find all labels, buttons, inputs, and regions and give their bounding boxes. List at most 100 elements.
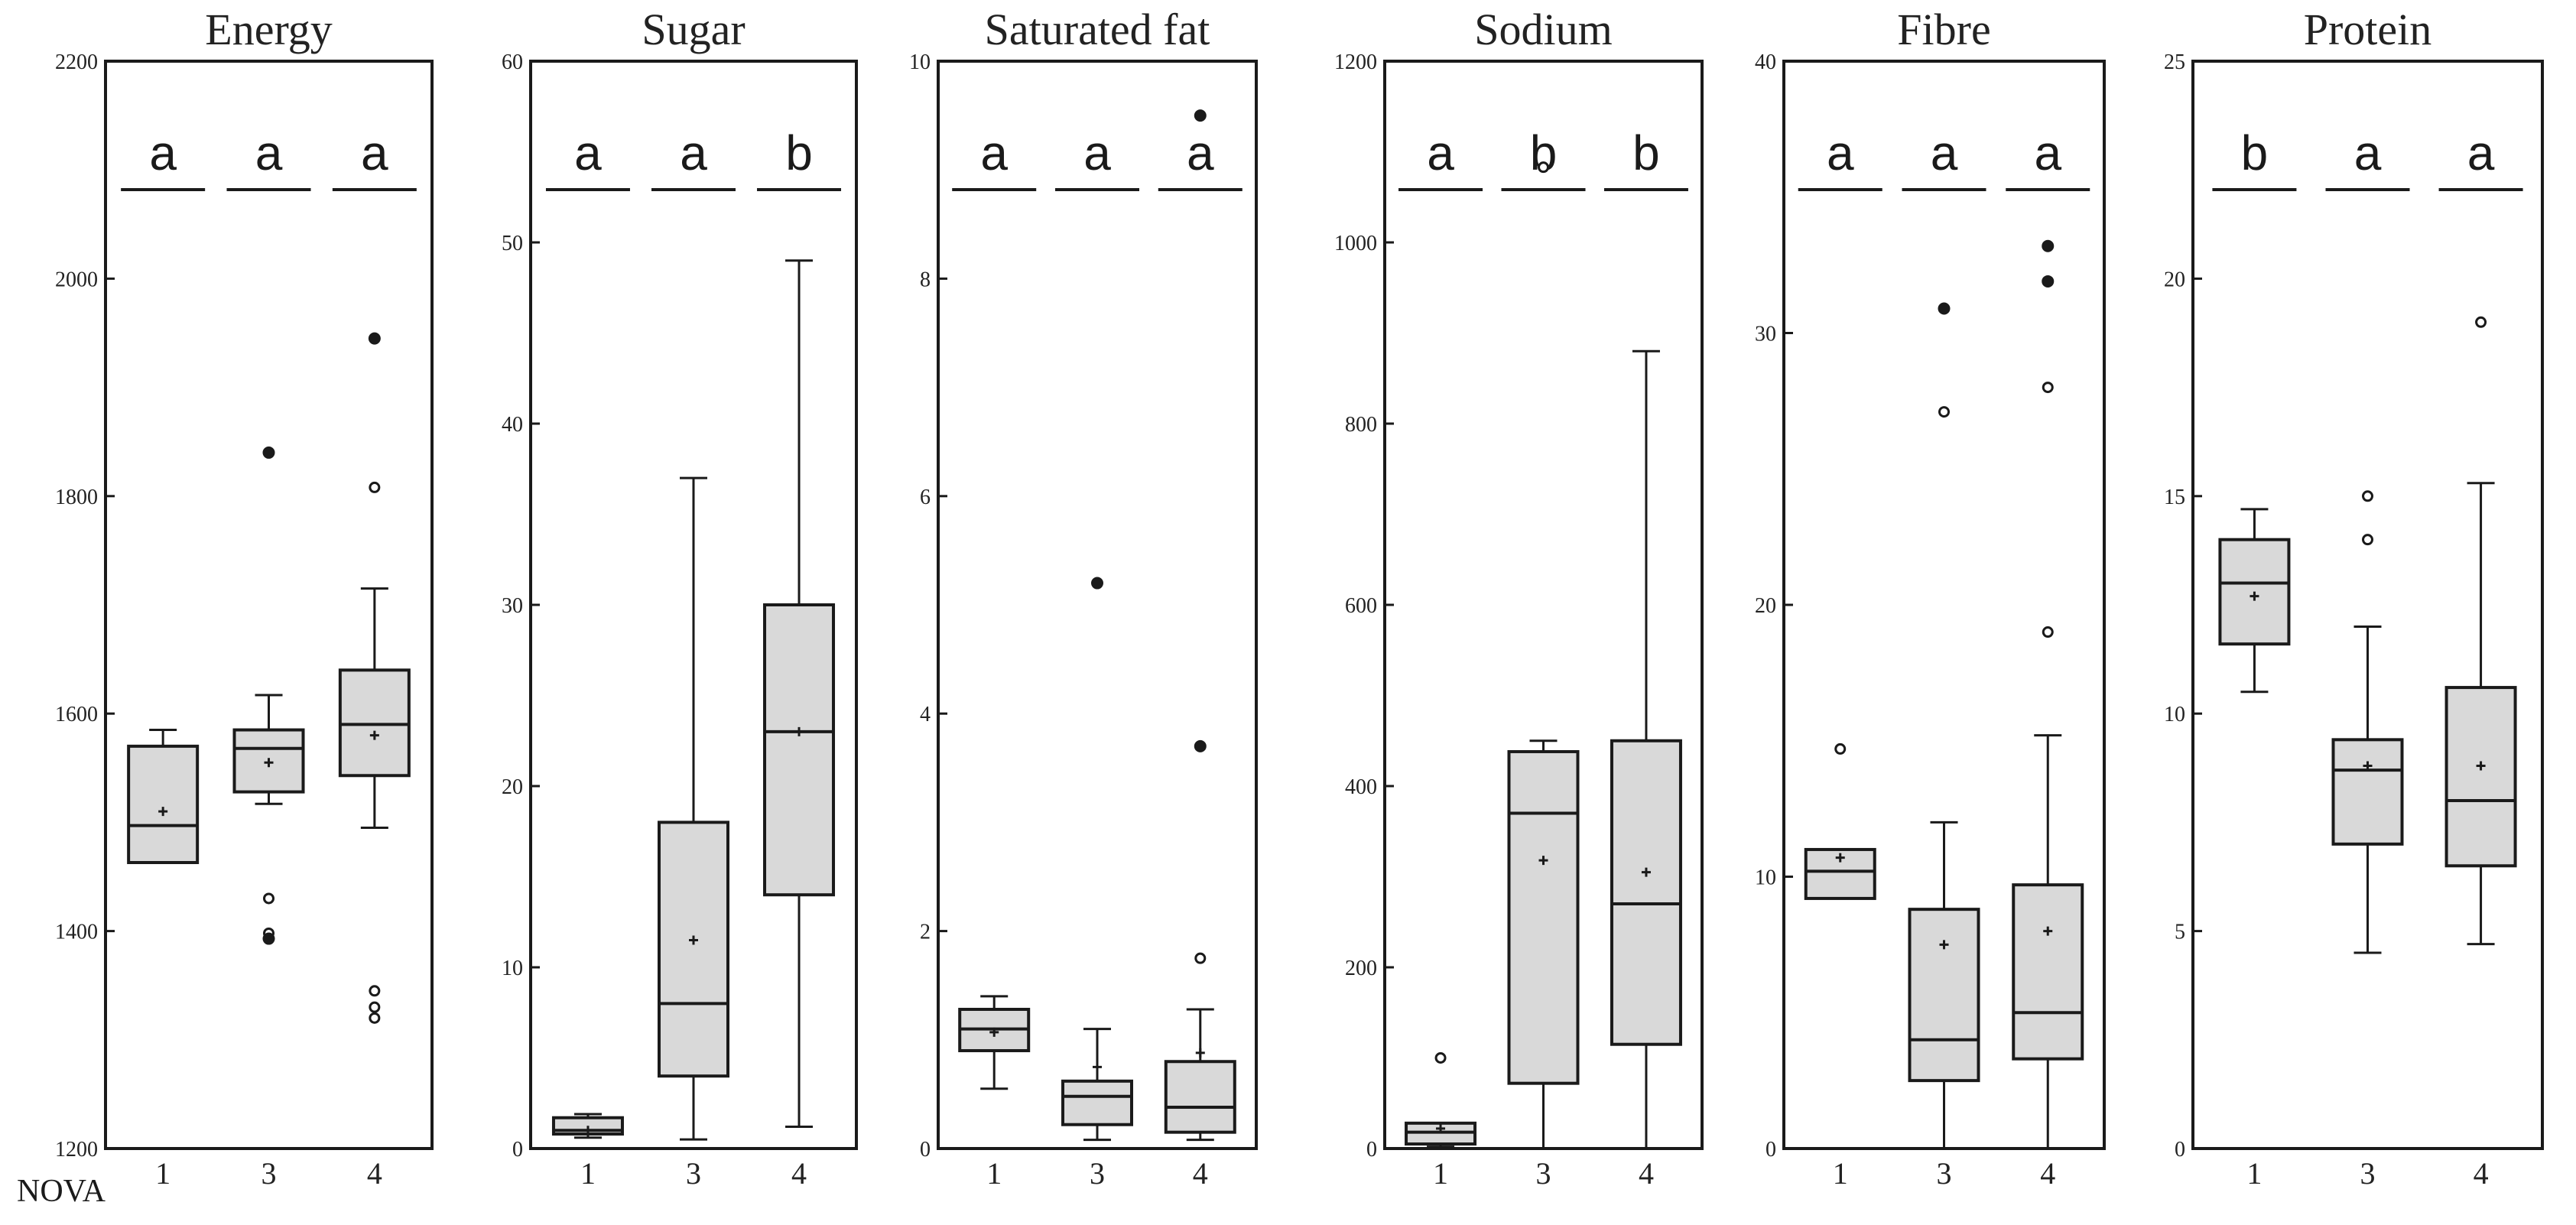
panel-sugar-xtick-label: 3 [686, 1156, 701, 1191]
panel-sugar-significance-letter: b [785, 125, 813, 180]
panel-sodium-ytick-label: 200 [1345, 957, 1377, 980]
panel-saturated-fat-mean-marker [1195, 1048, 1205, 1058]
panel-saturated-fat-outlier-extreme [1194, 739, 1207, 752]
panel-sugar-ytick-label: 0 [512, 1138, 523, 1162]
panel-saturated-fat-ytick-label: 4 [920, 703, 931, 726]
panel-protein-ytick-label: 0 [2175, 1138, 2185, 1162]
panel-saturated-fat-mean-marker [989, 1027, 999, 1037]
panel-saturated-fat-title: Saturated fat [985, 5, 1210, 54]
panel-energy-ytick-label: 1400 [55, 921, 98, 944]
panel-fibre-ytick-label: 40 [1755, 50, 1776, 74]
panel-fibre-outlier-open [1938, 406, 1950, 418]
panel-sodium-box [1610, 739, 1682, 1046]
panel-sugar-ytick-label: 40 [502, 413, 523, 437]
panel-sodium-xtick-label: 1 [1433, 1156, 1448, 1191]
panel-fibre-mean-marker [2043, 926, 2053, 936]
panel-sugar-mean-marker [794, 726, 804, 736]
panel-fibre-outlier-extreme [2042, 275, 2055, 288]
panel-sodium-outlier-open [1434, 1052, 1447, 1064]
panel-energy-ytick-label: 2200 [55, 50, 98, 74]
panel-saturated-fat-outlier-open [1194, 952, 1207, 964]
panel-energy-xtick-label: 4 [367, 1156, 382, 1191]
panel-saturated-fat-frame [937, 60, 1258, 1150]
panel-energy-significance-letter: a [361, 125, 388, 180]
panel-energy-frame [104, 60, 434, 1150]
panel-sugar-ytick-label: 50 [502, 232, 523, 255]
panel-energy-mean-marker [264, 758, 274, 768]
panel-energy-ytick-label: 2000 [55, 268, 98, 291]
panel-sodium-significance-letter: a [1427, 125, 1454, 180]
panel-fibre-mean-marker [1939, 940, 1949, 950]
panel-sodium-mean-marker [1641, 867, 1651, 877]
panel-energy-outlier-open [369, 985, 381, 997]
panel-energy-box [338, 668, 411, 778]
panel-fibre-outlier-open [2042, 382, 2054, 394]
panel-sodium-xtick-label: 3 [1536, 1156, 1551, 1191]
panel-saturated-fat-xtick-label: 3 [1090, 1156, 1105, 1191]
panel-sugar-box [763, 603, 836, 897]
panel-energy-significance-letter: a [255, 125, 283, 180]
panel-sugar-xtick-label: 4 [791, 1156, 807, 1191]
panel-energy-ytick-label: 1200 [55, 1138, 98, 1162]
panel-saturated-fat-ytick-label: 8 [920, 268, 931, 291]
panel-sodium-xtick-label: 4 [1639, 1156, 1654, 1191]
panel-fibre-ytick-label: 10 [1755, 866, 1776, 890]
panel-sugar-xtick-label: 1 [580, 1156, 596, 1191]
panel-sugar-mean-marker [583, 1126, 593, 1136]
panel-protein-title: Protein [2304, 5, 2432, 54]
panel-energy-outlier-extreme [262, 932, 275, 945]
panel-sugar-ytick-label: 10 [502, 957, 523, 980]
panel-protein-ytick-label: 25 [2164, 50, 2185, 74]
panel-energy-xtick-label: 3 [261, 1156, 277, 1191]
panel-sodium-ytick-label: 800 [1345, 413, 1377, 437]
panel-fibre-outlier-extreme [2042, 239, 2055, 252]
panel-protein-mean-marker [2250, 591, 2259, 601]
panel-energy-xtick-label: 1 [155, 1156, 171, 1191]
panel-fibre-title: Fibre [1897, 5, 1990, 54]
panel-fibre-xtick-label: 1 [1833, 1156, 1848, 1191]
panel-protein-outlier-open [2362, 534, 2373, 546]
panel-sodium-outlier-open [1538, 161, 1549, 174]
panel-protein-ytick-label: 15 [2164, 486, 2185, 509]
panel-sodium-box [1507, 749, 1580, 1085]
panel-protein-box [2331, 738, 2404, 846]
panel-sugar-title: Sugar [642, 5, 745, 54]
panel-sodium-mean-marker [1436, 1123, 1446, 1133]
panel-sodium-significance-letter: b [1632, 125, 1660, 180]
panel-fibre-significance-letter: a [2034, 125, 2061, 180]
panel-sodium-title: Sodium [1474, 5, 1613, 54]
panel-protein-xtick-label: 1 [2246, 1156, 2262, 1191]
panel-energy-title: Energy [205, 5, 332, 54]
panel-energy-outlier-extreme [368, 332, 381, 345]
panel-protein-xtick-label: 4 [2474, 1156, 2489, 1191]
panel-sodium-ytick-label: 0 [1366, 1138, 1377, 1162]
panel-protein-mean-marker [2363, 761, 2373, 771]
panel-sodium-ytick-label: 600 [1345, 594, 1377, 618]
panel-sugar-ytick-label: 60 [502, 50, 523, 74]
panel-energy-outlier-open [369, 1001, 381, 1013]
panel-energy-outlier-open [369, 1012, 381, 1024]
panel-sugar-ytick-label: 20 [502, 775, 523, 799]
panel-fibre-outlier-extreme [1938, 302, 1951, 315]
panel-saturated-fat-xtick-label: 4 [1193, 1156, 1208, 1191]
panel-saturated-fat-ytick-label: 10 [909, 50, 931, 74]
panel-energy-ytick-label: 1600 [55, 703, 98, 726]
panel-energy-mean-marker [158, 807, 168, 817]
panel-sugar-significance-letter: a [680, 125, 707, 180]
nova-axis-label: NOVA [17, 1174, 106, 1209]
panel-protein-box [2444, 686, 2517, 868]
panel-energy-outlier-open [369, 481, 381, 493]
panel-protein-outlier-open [2475, 316, 2487, 328]
panel-fibre-outlier-open [2042, 626, 2054, 638]
panel-sodium-ytick-label: 400 [1345, 775, 1377, 799]
panel-saturated-fat-box [1164, 1060, 1236, 1134]
panel-saturated-fat-mean-marker [1093, 1062, 1102, 1072]
panel-fibre-xtick-label: 4 [2040, 1156, 2055, 1191]
panel-fibre-xtick-label: 3 [1937, 1156, 1952, 1191]
panel-energy-ytick-label: 1800 [55, 486, 98, 509]
panel-saturated-fat-xtick-label: 1 [986, 1156, 1002, 1191]
panel-saturated-fat-outlier-extreme [1091, 577, 1103, 590]
panel-energy-mean-marker [369, 730, 379, 740]
panel-protein-ytick-label: 5 [2175, 921, 2185, 944]
